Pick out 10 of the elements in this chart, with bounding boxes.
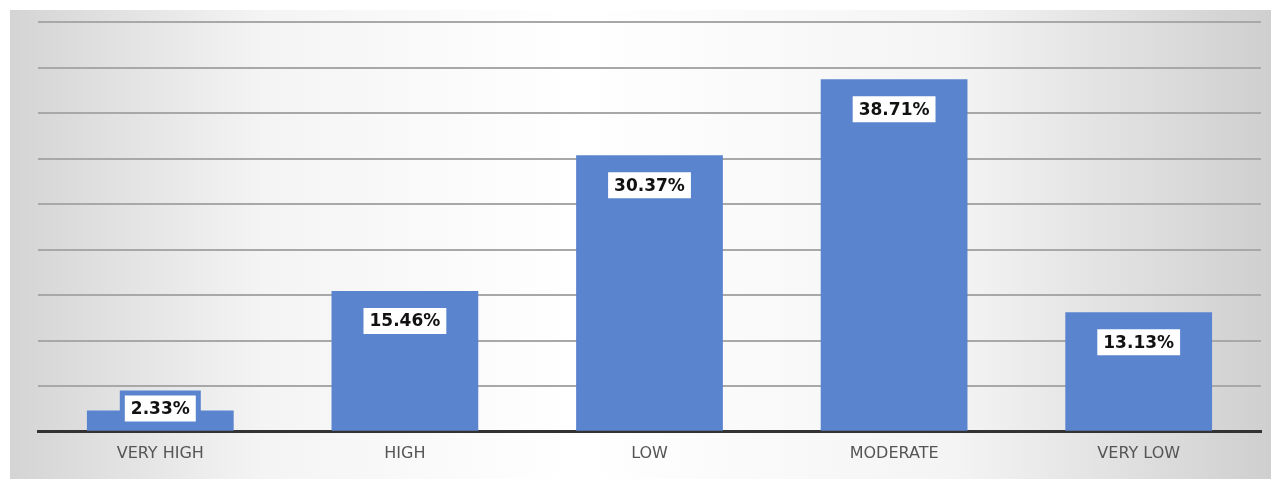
data-label: 13.13% (1103, 331, 1175, 352)
x-tick-label: VERY HIGH (116, 442, 204, 462)
x-tick-label: MODERATE (849, 442, 939, 462)
data-label: 2.33% (130, 398, 190, 418)
x-tick-label: HIGH (384, 442, 426, 462)
data-label: 30.37% (614, 174, 685, 195)
x-tick-label: VERY LOW (1097, 442, 1181, 462)
data-label: 38.71% (858, 98, 930, 119)
data-label: 15.46% (369, 310, 441, 331)
x-tick-label: LOW (631, 442, 669, 462)
